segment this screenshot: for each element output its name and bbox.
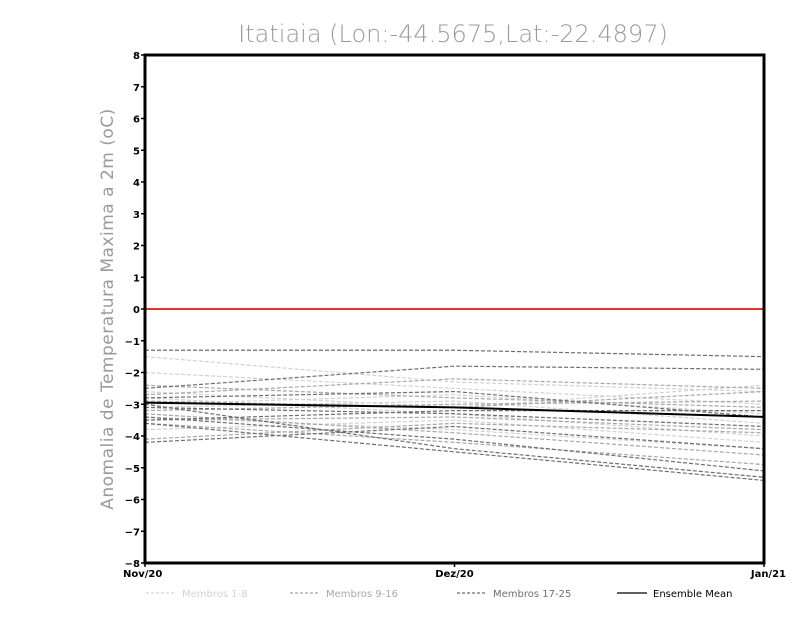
series-line-group2-member7 (144, 384, 765, 409)
y-tick-label: 3 (133, 210, 140, 221)
series-line-group3-member8 (144, 406, 765, 428)
y-axis-label: Anomalia de Temperatura Maxima a 2m (oC) (98, 108, 118, 510)
y-tick-label: −2 (125, 369, 140, 380)
legend-label: Ensemble Mean (653, 589, 732, 600)
series-line-group3-member6 (144, 416, 765, 472)
y-tick-label: −8 (125, 559, 140, 570)
x-tick-label: Dez/20 (435, 569, 474, 580)
series-line-group3-member3 (144, 403, 765, 478)
series-line-group1-member2 (144, 371, 765, 405)
y-tick-label: 7 (133, 83, 140, 94)
x-tick-label: Nov/20 (123, 569, 162, 580)
y-tick-label: −7 (125, 527, 140, 538)
legend-label: Membros 17-25 (493, 589, 571, 600)
series-line-group3-member2 (144, 365, 765, 389)
series-line-group2-member2 (144, 400, 765, 412)
series-group (144, 349, 765, 482)
legend-label: Membros 1-8 (182, 589, 248, 600)
series-line-group1-member4 (144, 400, 765, 424)
y-tick-label: 4 (133, 178, 140, 189)
y-tick-label: 6 (133, 115, 140, 126)
y-tick-label: 5 (133, 146, 140, 157)
series-line-group2-member8 (144, 422, 765, 466)
y-tick-label: 0 (133, 305, 140, 316)
y-tick-label: −6 (125, 496, 140, 507)
y-tick-label: −1 (125, 337, 140, 348)
y-tick-label: −4 (125, 432, 140, 443)
series-line-group3-member9 (144, 410, 764, 421)
y-axis-ticks: −8 −7 −6 −5 −4 −3 −2 −1 0 1 2 3 4 5 6 7 8 (125, 51, 145, 570)
series-line-group1-member5 (144, 416, 765, 450)
series-line-group3-member5 (144, 425, 765, 450)
ensemble-mean-group (144, 401, 765, 418)
series-line-group1-member8 (144, 394, 765, 415)
series-line-group3-member1 (145, 349, 765, 358)
series-line-group1-member1 (144, 356, 765, 393)
series-line-group3-member4 (144, 422, 765, 482)
y-tick-label: 8 (133, 51, 140, 62)
x-tick-label: Jan/21 (750, 569, 786, 580)
chart-title: Itatiaia (Lon:-44.5675,Lat:-22.4897) (238, 20, 668, 48)
series-line-group3-member7 (144, 390, 765, 418)
ensemble-mean-line (144, 401, 765, 418)
y-tick-label: 2 (133, 242, 140, 253)
series-line-group2-member6 (144, 413, 765, 456)
x-axis-ticks: Nov/20 Dez/20 Jan/21 (123, 563, 786, 580)
legend: Membros 1-8 Membros 9-16 Membros 17-25 Ense… (146, 589, 732, 600)
y-tick-label: −5 (125, 464, 140, 475)
legend-label: Membros 9-16 (326, 589, 398, 600)
y-tick-label: −3 (125, 400, 140, 411)
y-tick-label: 1 (133, 273, 140, 284)
series-line-group1-member7 (144, 419, 765, 443)
series-line-group2-member5 (144, 422, 765, 440)
